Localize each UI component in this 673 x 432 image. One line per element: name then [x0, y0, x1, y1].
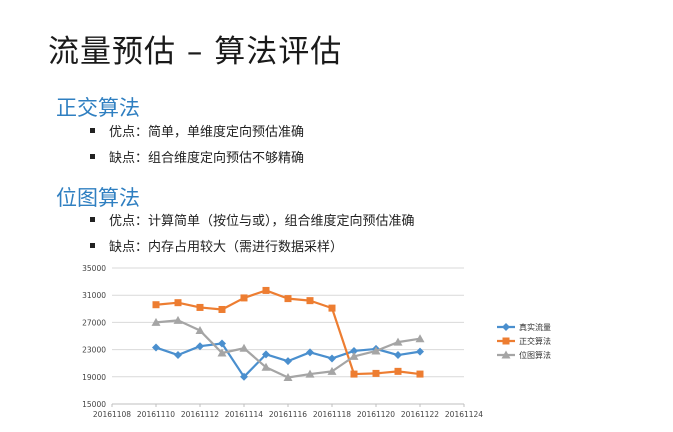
series-bitmap-point [173, 315, 183, 324]
x-tick-label: 20161120 [357, 410, 395, 419]
bullet-marker [90, 243, 95, 248]
legend-label-actual-traffic: 真实流量 [519, 322, 551, 332]
series-bitmap-point [217, 348, 227, 357]
series-orthogonal-point [372, 369, 380, 377]
series-bitmap-point [239, 343, 249, 352]
x-tick-label: 20161112 [181, 410, 219, 419]
bullet-text: 优点：计算简单（按位与或），组合维度定向预估准确 [109, 214, 415, 229]
series-actual-traffic-point [174, 351, 182, 360]
legend-label-bitmap: 位图算法 [519, 350, 551, 360]
series-actual-traffic-point [196, 342, 204, 351]
series-orthogonal-point [350, 370, 358, 378]
x-tick-label: 20161122 [401, 410, 439, 419]
bullet-text: 缺点：组合维度定向预估不够精确 [109, 151, 305, 166]
series-actual-traffic-point [306, 348, 314, 357]
series-actual-traffic-point [416, 347, 424, 356]
x-tick-label: 20161124 [445, 410, 483, 419]
x-tick-label: 20161116 [269, 410, 307, 419]
x-tick-label: 20161110 [137, 410, 175, 419]
y-tick-label: 27000 [82, 318, 106, 327]
series-orthogonal-point [218, 305, 226, 313]
y-tick-label: 15000 [82, 400, 106, 409]
series-actual-traffic-point [328, 354, 336, 363]
series-actual-traffic-point [218, 339, 226, 348]
series-bitmap-point [151, 317, 161, 326]
series-orthogonal-point [394, 367, 402, 375]
section-heading-orthogonal: 正交算法 [56, 96, 140, 120]
x-tick-label: 20161108 [93, 410, 131, 419]
series-actual-traffic-point [394, 351, 402, 360]
series-bitmap-point [415, 334, 425, 343]
series-orthogonal-point [416, 370, 424, 378]
bullet-text: 优点：简单，单维度定向预估准确 [109, 125, 305, 140]
series-bitmap-point [393, 337, 403, 346]
y-tick-label: 23000 [82, 346, 106, 355]
slide-title: 流量预估 – 算法评估 [48, 34, 343, 70]
series-orthogonal-point [306, 297, 314, 305]
bullet-marker [90, 154, 95, 159]
series-orthogonal-point [262, 286, 270, 294]
bullet-item: 缺点：内存占用较大（需进行数据采样） [90, 236, 343, 255]
series-orthogonal-point [196, 303, 204, 311]
series-bitmap-point [327, 366, 337, 375]
series-orthogonal-point [328, 304, 336, 312]
legend-label-orthogonal: 正交算法 [519, 336, 551, 346]
bullet-item: 优点：计算简单（按位与或），组合维度定向预估准确 [90, 210, 415, 229]
x-tick-label: 20161114 [225, 410, 263, 419]
series-actual-traffic-point [284, 357, 292, 366]
series-bitmap-point [305, 369, 315, 378]
y-tick-label: 35000 [82, 264, 106, 273]
series-actual-traffic-point [350, 346, 358, 355]
y-tick-label: 31000 [82, 291, 106, 300]
bullet-item: 优点：简单，单维度定向预估准确 [90, 121, 304, 140]
legend-actual-traffic-point [502, 323, 510, 331]
bullet-item: 缺点：组合维度定向预估不够精确 [90, 147, 304, 166]
series-bitmap-point [195, 326, 205, 335]
series-actual-traffic-point [262, 350, 270, 359]
legend-bitmap-point [501, 350, 511, 359]
series-bitmap-point [371, 346, 381, 355]
y-tick-label: 19000 [82, 373, 106, 382]
section-heading-bitmap: 位图算法 [56, 186, 140, 210]
legend-orthogonal-point [502, 337, 510, 345]
series-orthogonal-point [284, 295, 292, 303]
bullet-marker [90, 128, 95, 133]
bullet-text: 缺点：内存占用较大（需进行数据采样） [109, 240, 344, 255]
series-bitmap-point [349, 351, 359, 360]
series-actual-traffic-point [240, 372, 248, 381]
series-bitmap-point [261, 362, 271, 371]
series-orthogonal-point [152, 301, 160, 309]
series-actual-traffic-point [152, 343, 160, 352]
series-orthogonal-point [174, 299, 182, 307]
bullet-marker [90, 217, 95, 222]
series-orthogonal-point [240, 294, 248, 302]
x-tick-label: 20161118 [313, 410, 351, 419]
series-bitmap-point [283, 372, 293, 381]
